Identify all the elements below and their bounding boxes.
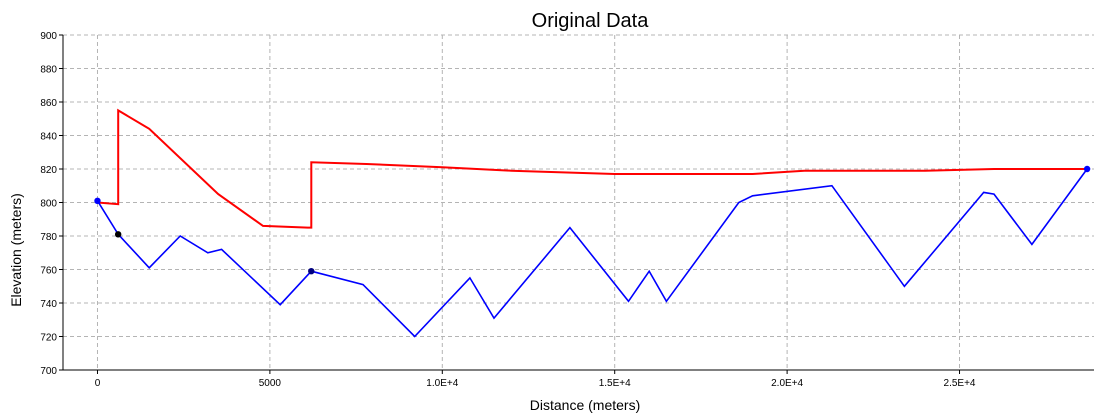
series-1-marker-1 [114,231,122,238]
series-line-0 [97,108,1088,229]
series-1-marker-0 [94,197,101,205]
y-tick-label-6: 820 [40,165,57,176]
tick-labels: 700 720 740 760 780 800 820 840 860 880 900 0 5000 1.… [40,31,976,389]
x-tick-label-5: 2.5E+4 [944,378,976,389]
y-tick-label-8: 860 [40,98,57,109]
axes [59,34,1094,374]
x-tick-label-4: 2.0E+4 [771,378,803,389]
series-1-marker-3 [1083,165,1091,173]
series-layer [94,108,1091,338]
chart-title: Original Data [532,10,650,32]
y-tick-label-1: 720 [40,333,57,344]
x-axis-title: Distance (meters) [530,397,640,413]
series-line-1 [96,168,1088,338]
x-tick-label-2: 1.0E+4 [426,378,458,389]
y-tick-label-0: 700 [40,366,57,377]
y-tick-label-4: 780 [40,232,57,243]
y-axis-title: Elevation (meters) [8,193,24,307]
series-1-marker-2 [308,267,315,275]
grid [63,34,1094,370]
y-tick-label-7: 840 [40,132,57,143]
y-tick-label-3: 760 [40,266,57,277]
x-tick-label-0: 0 [95,378,101,389]
x-tick-label-3: 1.5E+4 [599,378,631,389]
y-tick-label-9: 880 [40,65,57,76]
y-tick-label-10: 900 [40,31,57,42]
x-tick-label-1: 5000 [259,378,282,389]
y-tick-label-2: 740 [40,299,57,310]
y-tick-label-5: 800 [40,199,57,210]
